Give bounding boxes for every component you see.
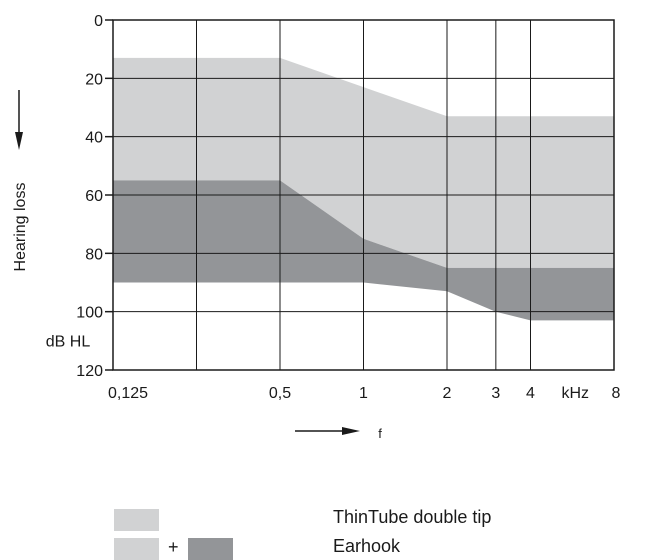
hearing-loss-arrow-head: [15, 132, 23, 150]
y-tick-label: 40: [85, 130, 103, 147]
y-tick-label: 0: [94, 13, 103, 30]
y-tick-label: 80: [85, 246, 103, 263]
x-tick-label: 2: [443, 385, 452, 402]
y-axis-title: Hearing loss: [12, 183, 29, 272]
x-tick-label: 1: [359, 385, 368, 402]
y-unit-label: dB HL: [46, 334, 91, 351]
y-tick-label: 20: [85, 71, 103, 88]
y-tick-label: 60: [85, 188, 103, 205]
y-tick-label: 120: [76, 363, 103, 380]
x-tick-label: 8: [612, 385, 621, 402]
x-unit-label: kHz: [561, 385, 589, 402]
y-tick-label: 100: [76, 305, 103, 322]
f-arrow-head: [342, 427, 360, 435]
x-tick-label: 3: [491, 385, 500, 402]
f-symbol: f: [378, 426, 382, 441]
x-tick-label: 4: [526, 385, 535, 402]
x-tick-label: 0,5: [269, 385, 291, 402]
x-tick-label: 0,125: [108, 385, 148, 402]
